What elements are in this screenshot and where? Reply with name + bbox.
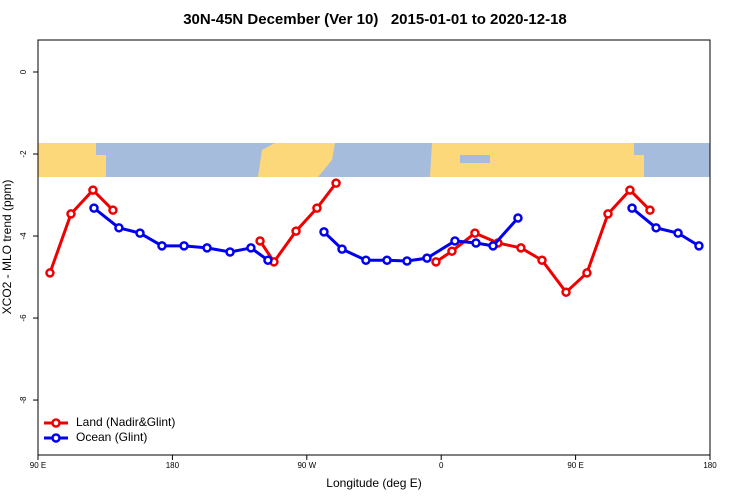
point [337,244,347,254]
y-tick-label: -8 [19,396,28,404]
point [114,223,124,233]
point [447,246,457,256]
point [382,255,392,265]
point [45,268,55,278]
point [157,241,167,251]
point [603,209,613,219]
point [89,203,99,213]
chart-title: 30N-45N December (Ver 10) 2015-01-01 to … [183,11,567,28]
point [673,228,683,238]
y-tick-label: 0 [19,69,28,74]
point [582,268,592,278]
map-band [38,143,710,177]
point [255,236,265,246]
x-tick-label: 180 [166,461,180,470]
point [450,236,460,246]
point [331,178,341,188]
point [135,228,145,238]
point [431,257,441,267]
point [471,238,481,248]
legend-marker [51,418,61,428]
point [108,205,118,215]
legend-label: Ocean (Glint) [76,430,147,444]
plot-frame [37,39,711,456]
legend-marker [51,433,61,443]
point [88,185,98,195]
x-tick-label: 90 W [297,461,316,470]
point [66,209,76,219]
point [291,226,301,236]
legend-label: Land (Nadir&Glint) [76,415,175,429]
point [561,287,571,297]
x-tick-label: 180 [703,461,717,470]
point [627,203,637,213]
point [263,255,273,265]
y-tick-label: -2 [19,150,28,158]
point [694,241,704,251]
y-tick-label: -6 [19,314,28,322]
point [645,205,655,215]
point [516,243,526,253]
x-tick-label: 90 E [30,461,46,470]
point [202,243,212,253]
point [537,255,547,265]
point [361,255,371,265]
point [651,223,661,233]
x-tick-label: 90 E [567,461,583,470]
y-tick-label: -4 [19,232,28,240]
point [488,241,498,251]
point [225,247,235,257]
point [470,228,480,238]
point [513,213,523,223]
point [625,185,635,195]
point [402,256,412,266]
point [422,253,432,263]
y-axis-label: XCO2 - MLO trend (ppm) [0,180,14,315]
x-axis-label: Longitude (deg E) [326,476,421,490]
point [179,241,189,251]
point [246,243,256,253]
point [312,203,322,213]
point [319,227,329,237]
x-tick-label: 0 [439,461,444,470]
